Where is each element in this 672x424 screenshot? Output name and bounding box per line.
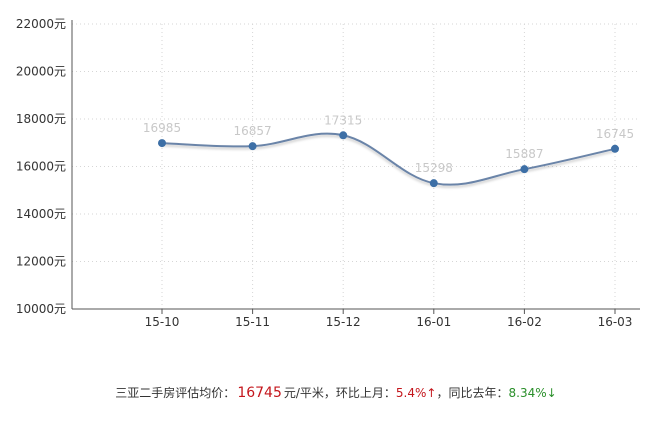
data-point — [248, 142, 257, 151]
data-point — [339, 131, 348, 140]
data-point — [611, 144, 619, 153]
x-tick-label: 16-03 — [598, 315, 633, 329]
data-label: 16985 — [143, 121, 181, 135]
data-point — [158, 139, 166, 148]
y-tick-label: 20000元 — [16, 65, 66, 79]
price-summary: 三亚二手房评估均价： 16745 元/平米，环比上月：5.4%↑，同比去年：8.34… — [0, 384, 672, 401]
price-trend-chart: 10000元 12000元 14000元 16000元 18000元 20000元 2200… — [16, 17, 640, 329]
summary-separator: ， — [436, 386, 449, 400]
y-tick-label: 10000元 — [16, 302, 66, 316]
yoy-value: 8.34%↓ — [508, 386, 557, 400]
x-tick-label: 15-11 — [235, 315, 270, 329]
y-tick-label: 16000元 — [16, 160, 66, 174]
data-label: 15887 — [505, 147, 543, 161]
mom-label: 环比上月： — [335, 386, 396, 400]
y-tick-label: 22000元 — [16, 17, 66, 31]
x-tick-label: 15-12 — [326, 315, 361, 329]
data-point — [520, 165, 529, 174]
summary-label: 三亚二手房评估均价： — [115, 386, 236, 400]
average-price: 16745 — [237, 385, 282, 401]
x-tick-label: 15-10 — [145, 315, 180, 329]
data-label: 16745 — [596, 127, 634, 141]
x-tick-label: 16-01 — [416, 315, 451, 329]
x-tick-label: 16-02 — [507, 315, 542, 329]
data-label: 16857 — [234, 124, 272, 138]
price-unit: 元/平米， — [283, 386, 336, 400]
yoy-label: 同比去年： — [448, 386, 509, 400]
data-label: 15298 — [415, 161, 453, 175]
data-label: 17315 — [324, 113, 362, 127]
y-tick-label: 14000元 — [16, 207, 66, 221]
series-line — [161, 132, 616, 186]
data-point — [429, 179, 438, 188]
y-tick-label: 12000元 — [16, 255, 66, 269]
y-tick-label: 18000元 — [16, 112, 66, 126]
mom-value: 5.4%↑ — [395, 386, 437, 400]
